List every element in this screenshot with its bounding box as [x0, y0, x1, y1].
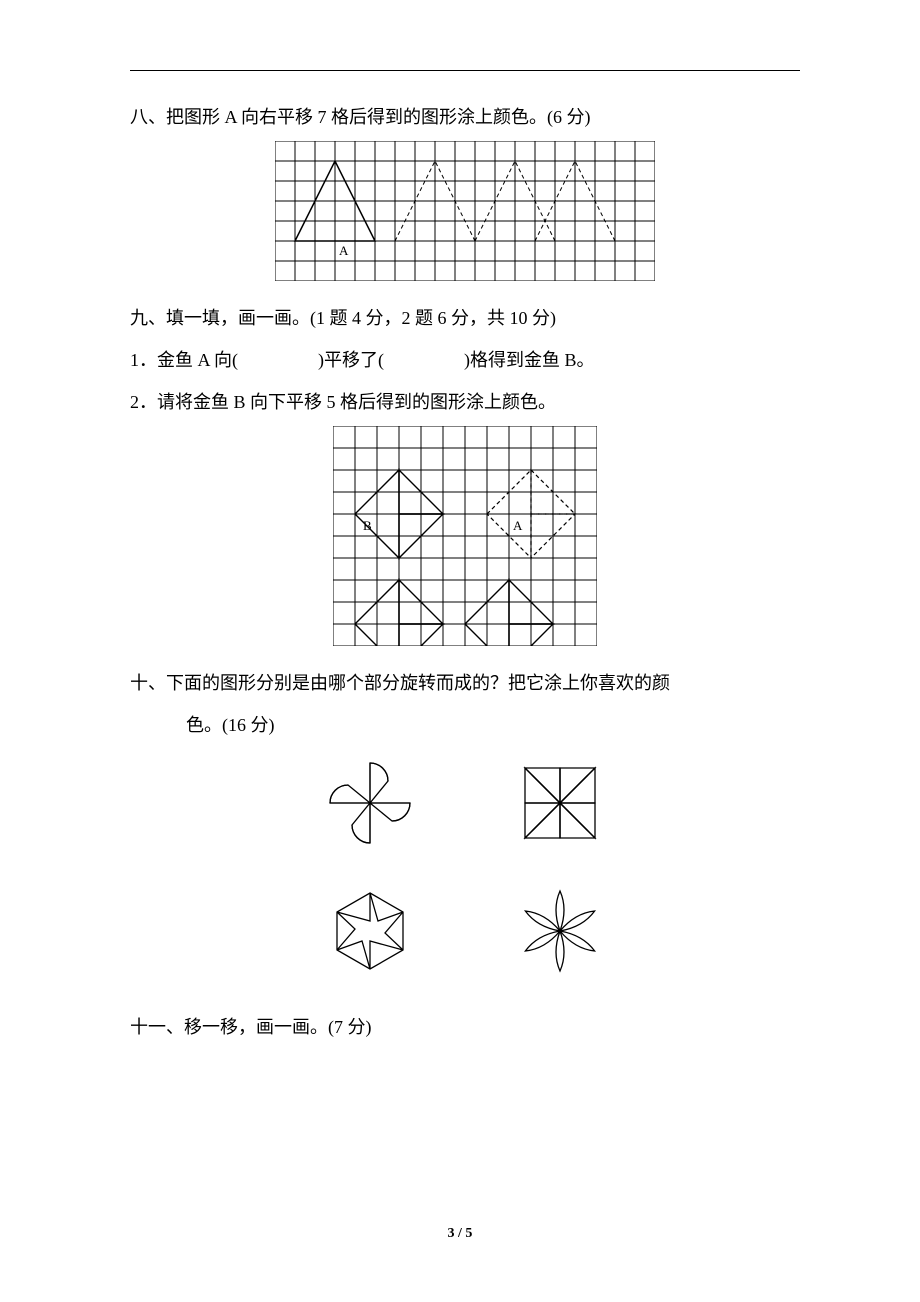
- q10-text2: 色。(16 分): [186, 707, 800, 743]
- grid-lines-q9: [333, 426, 597, 646]
- q9-grid: B A: [333, 426, 597, 646]
- q10-row2: [130, 881, 800, 981]
- q9-label-A: A: [513, 518, 523, 533]
- page-footer: 3 / 5: [0, 1226, 920, 1242]
- q9-sub1-mid: )平移了(: [318, 350, 384, 370]
- q8-figure: A: [130, 141, 800, 286]
- top-rule: [130, 70, 800, 71]
- q10-row1: [130, 753, 800, 853]
- q9-sub2: 2．请将金鱼 B 向下平移 5 格后得到的图形涂上颜色。: [130, 384, 800, 420]
- q9-label-B: B: [363, 518, 372, 533]
- q8-label-A: A: [339, 243, 349, 258]
- q9-sub1: 1．金鱼 A 向( )平移了( )格得到金鱼 B。: [130, 342, 800, 378]
- q10-text1: 十、下面的图形分别是由哪个部分旋转而成的？把它涂上你喜欢的颜: [130, 665, 800, 701]
- hexagon-icon: [320, 881, 420, 981]
- q9-sub1-suffix: )格得到金鱼 B。: [464, 350, 595, 370]
- pinwheel-q1: [370, 763, 388, 803]
- square-kite-icon: [510, 753, 610, 853]
- q8-grid: A: [275, 141, 655, 281]
- grid-lines: [275, 141, 655, 281]
- q9-text: 九、填一填，画一画。(1 题 4 分，2 题 6 分，共 10 分): [130, 300, 800, 336]
- q9-sub1-prefix: 1．金鱼 A 向(: [130, 350, 238, 370]
- q9-figure: B A: [130, 426, 800, 651]
- q11-text: 十一、移一移，画一画。(7 分): [130, 1009, 800, 1045]
- flower-icon: [510, 881, 610, 981]
- pinwheel-icon: [320, 753, 420, 853]
- q8-text: 八、把图形 A 向右平移 7 格后得到的图形涂上颜色。(6 分): [130, 99, 800, 135]
